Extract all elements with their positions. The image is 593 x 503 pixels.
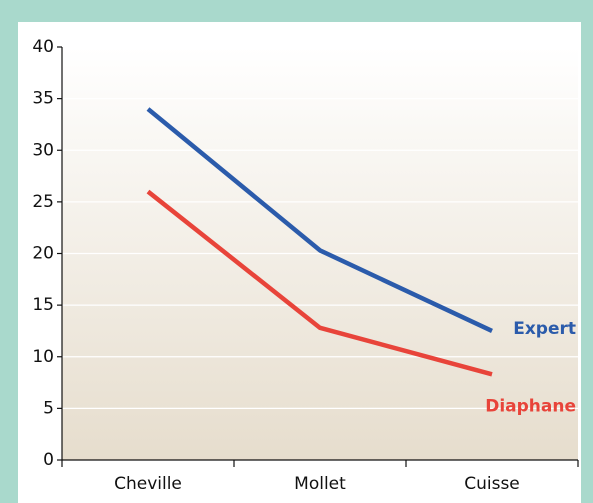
y-tick-label: 0 <box>43 450 54 470</box>
y-tick-label: 40 <box>32 37 54 57</box>
y-tick-label: 35 <box>32 89 54 109</box>
y-tick-label: 25 <box>32 192 54 212</box>
y-tick-label: 5 <box>43 398 54 418</box>
series-label: Expert <box>513 319 576 339</box>
x-tick-label: Mollet <box>294 474 346 494</box>
y-tick-label: 20 <box>32 244 54 264</box>
x-tick-label: Cuisse <box>464 474 520 494</box>
y-tick-label: 30 <box>32 140 54 160</box>
y-tick-label: 10 <box>32 347 54 367</box>
x-tick-label: Cheville <box>114 474 182 494</box>
series-label: Diaphane <box>485 396 576 416</box>
series-line <box>146 107 493 333</box>
series-line <box>146 189 493 377</box>
y-tick-label: 15 <box>32 295 54 315</box>
